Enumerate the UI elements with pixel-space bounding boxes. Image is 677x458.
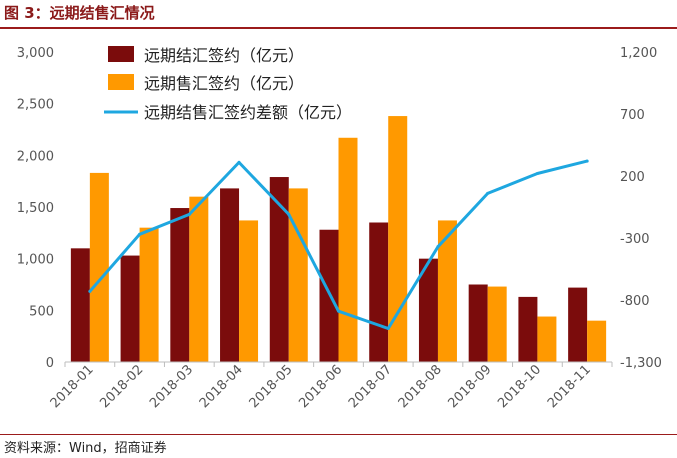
x-tick-label: 2018-03: [147, 362, 196, 411]
x-tick-label: 2018-05: [247, 362, 296, 411]
bar-settlement-2018-08: [418, 258, 438, 362]
bar-purchase-2018-08: [437, 220, 457, 362]
line-point-2018-04: [237, 160, 241, 164]
legend: 远期结汇签约（亿元） 远期售汇签约（亿元） 远期结售汇签约差额（亿元）: [104, 46, 352, 122]
y-left-tick-label: 2,000: [17, 149, 54, 164]
bar-purchase-2018-07: [388, 116, 408, 362]
y-left-tick-label: 500: [29, 304, 54, 319]
line-point-2018-09: [486, 191, 490, 195]
y-left-tick-label: 1,500: [17, 201, 54, 216]
source-note: 资料来源：Wind，招商证券: [4, 441, 167, 456]
x-tick-label: 2018-02: [97, 362, 146, 411]
bar-settlement-2018-05: [269, 177, 289, 362]
y-right-tick-label: 1,200: [620, 46, 657, 61]
line-point-2018-07: [386, 327, 390, 331]
bar-purchase-2018-06: [338, 137, 358, 362]
x-tick-label: 2018-06: [296, 362, 345, 411]
line-point-2018-11: [585, 159, 589, 163]
x-tick-label: 2018-04: [197, 362, 246, 411]
y-right-tick-label: -800: [620, 294, 650, 309]
bar-purchase-2018-10: [537, 316, 557, 362]
bar-settlement-2018-04: [220, 188, 240, 362]
y-left-tick-label: 0: [46, 356, 54, 371]
legend-label-balance: 远期结售汇签约差额（亿元）: [144, 103, 352, 122]
y-left-tick-label: 3,000: [17, 46, 54, 61]
y-left-tick-label: 1,000: [17, 253, 54, 268]
line-point-2018-08: [436, 245, 440, 249]
line-point-2018-02: [138, 232, 142, 236]
line-layer: [88, 159, 589, 331]
legend-swatch-purchase: [108, 74, 134, 90]
x-tick-label: 2018-09: [445, 362, 494, 411]
legend-label-settlement: 远期结汇签约（亿元）: [144, 46, 304, 65]
bar-settlement-2018-10: [518, 296, 538, 362]
legend-label-purchase: 远期售汇签约（亿元）: [144, 74, 304, 93]
bar-purchase-2018-03: [189, 196, 209, 362]
bar-purchase-2018-09: [487, 286, 507, 362]
bar-layer: [70, 116, 607, 362]
x-tick-label: 2018-08: [396, 362, 445, 411]
bar-purchase-2018-05: [288, 188, 308, 362]
source-divider: [0, 434, 677, 435]
bar-purchase-2018-04: [239, 220, 259, 362]
bar-settlement-2018-01: [70, 248, 90, 362]
x-tick-label: 2018-11: [545, 362, 594, 411]
bar-settlement-2018-09: [468, 284, 488, 362]
bar-purchase-2018-01: [89, 172, 109, 362]
y-right-tick-label: 200: [620, 170, 645, 185]
line-point-2018-01: [88, 289, 92, 293]
bar-purchase-2018-11: [587, 320, 607, 362]
line-point-2018-03: [187, 212, 191, 216]
y-right-tick-label: 700: [620, 108, 645, 123]
figure-title: 图 3：远期结售汇情况: [4, 4, 155, 22]
line-point-2018-05: [287, 212, 291, 216]
y-left-tick-label: 2,500: [17, 98, 54, 113]
y-right-tick-label: -300: [620, 232, 650, 247]
bar-settlement-2018-03: [170, 208, 190, 362]
x-tick-label: 2018-01: [48, 362, 97, 411]
y-right-tick-label: -1,300: [620, 356, 662, 371]
legend-swatch-settlement: [108, 46, 134, 62]
title-divider: [0, 27, 677, 29]
line-point-2018-10: [535, 172, 539, 176]
x-tick-label: 2018-10: [495, 362, 544, 411]
x-tick-label: 2018-07: [346, 362, 395, 411]
bar-purchase-2018-02: [139, 227, 159, 362]
line-point-2018-06: [337, 309, 340, 313]
bar-settlement-2018-07: [369, 222, 389, 362]
bar-settlement-2018-02: [120, 255, 140, 362]
bar-settlement-2018-11: [568, 287, 588, 362]
